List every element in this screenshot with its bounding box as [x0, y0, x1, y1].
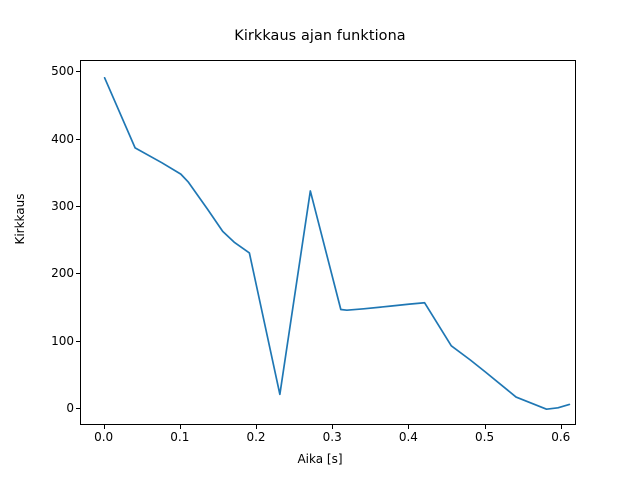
x-tick-mark	[484, 425, 486, 429]
chart-title: Kirkkaus ajan funktiona	[234, 28, 406, 44]
x-tick-label: 0.3	[322, 430, 342, 444]
y-tick-label: 200	[51, 266, 74, 281]
x-tick-mark	[256, 425, 257, 429]
x-tick-label: 0.1	[170, 430, 190, 444]
y-tick-label: 100	[51, 333, 74, 348]
y-tick-mark	[76, 273, 80, 275]
y-tick-mark	[76, 71, 80, 73]
series-line-kirkkaus	[103, 76, 571, 411]
x-tick-label: 0.4	[398, 430, 418, 444]
y-tick-label: 0	[66, 401, 74, 416]
y-axis-tick-labels: 0 100 200 300 400 500	[20, 60, 74, 425]
x-tick-label: 0.2	[246, 430, 266, 444]
x-tick-label: 0.6	[551, 430, 571, 444]
x-tick-label: 0.0	[94, 430, 114, 444]
y-tick-mark	[76, 408, 80, 410]
x-axis-tick-labels: 0.0 0.1 0.2 0.3 0.4 0.5 0.6	[80, 430, 576, 450]
plot-axes	[80, 60, 576, 425]
y-tick-label: 300	[51, 199, 74, 214]
y-tick-mark	[76, 340, 80, 342]
x-tick-label: 0.5	[475, 430, 495, 444]
x-tick-mark	[332, 425, 334, 429]
data-line-svg	[103, 76, 571, 411]
x-axis-label: Aika [s]	[297, 452, 343, 466]
y-tick-label: 500	[51, 64, 74, 79]
x-tick-mark	[408, 425, 410, 429]
y-tick-mark	[76, 206, 80, 208]
x-tick-mark	[560, 425, 562, 429]
y-tick-mark	[76, 138, 80, 140]
y-tick-label: 400	[51, 131, 74, 146]
x-tick-mark	[179, 425, 181, 429]
x-tick-mark	[103, 425, 105, 429]
